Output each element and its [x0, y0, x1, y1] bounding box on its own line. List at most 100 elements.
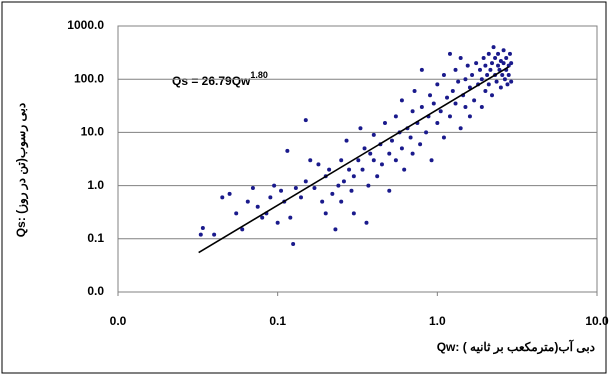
data-point — [410, 151, 415, 156]
data-point — [339, 199, 344, 204]
data-point — [485, 72, 490, 77]
data-point — [453, 67, 458, 72]
data-point — [358, 126, 363, 131]
data-point — [371, 158, 376, 163]
data-point — [496, 63, 501, 68]
data-point — [486, 51, 491, 56]
data-point — [198, 232, 203, 237]
data-point — [341, 179, 346, 184]
data-point — [347, 167, 352, 172]
data-point — [344, 138, 349, 143]
data-point — [435, 121, 440, 126]
data-point — [502, 77, 507, 82]
data-point — [445, 95, 450, 100]
data-point — [479, 105, 484, 110]
data-point — [382, 121, 387, 126]
data-point — [450, 89, 455, 94]
data-point — [419, 105, 424, 110]
data-point — [453, 101, 458, 106]
data-point — [212, 232, 217, 237]
data-point — [496, 51, 501, 56]
data-point — [312, 186, 317, 191]
data-point — [501, 48, 506, 53]
data-point — [356, 158, 361, 163]
data-point — [245, 199, 250, 204]
data-point — [371, 132, 376, 137]
data-point — [389, 138, 394, 143]
data-point — [412, 89, 417, 94]
data-point — [483, 89, 488, 94]
data-point — [419, 67, 424, 72]
data-point — [441, 135, 446, 140]
data-point — [303, 179, 308, 184]
data-point — [285, 148, 290, 153]
data-point — [393, 158, 398, 163]
data-point — [275, 220, 280, 225]
data-point — [429, 158, 434, 163]
data-point — [483, 63, 488, 68]
data-point — [509, 79, 514, 84]
data-point — [362, 146, 367, 151]
data-point — [447, 114, 452, 119]
data-point — [298, 195, 303, 200]
y-tick-label: 0.1 — [87, 231, 104, 245]
data-point — [339, 158, 344, 163]
data-point — [493, 56, 498, 61]
data-point — [435, 82, 440, 87]
data-point — [470, 72, 475, 77]
data-point — [316, 162, 321, 167]
data-point — [272, 183, 277, 188]
data-point — [368, 151, 373, 156]
data-point — [479, 77, 484, 82]
data-point — [323, 211, 328, 216]
data-point — [227, 191, 232, 196]
x-tick-label: 10.0 — [585, 314, 609, 328]
data-point — [490, 93, 495, 98]
data-point — [393, 114, 398, 119]
x-tick-label: 1.0 — [429, 314, 446, 328]
data-point — [474, 61, 479, 66]
x-tick-label: 0.0 — [110, 314, 127, 328]
data-point — [336, 183, 341, 188]
data-point — [291, 241, 296, 246]
data-point — [438, 109, 443, 114]
data-point — [494, 79, 499, 84]
annotation: Qs = 26.79Qw1.80 — [172, 70, 268, 88]
y-tick-label: 0.0 — [87, 284, 104, 298]
data-point — [379, 162, 384, 167]
data-point — [498, 85, 503, 90]
data-point — [330, 191, 335, 196]
data-point — [333, 227, 338, 232]
data-point — [504, 56, 509, 61]
data-point — [490, 61, 495, 66]
data-point — [250, 186, 255, 191]
y-tick-label: 10.0 — [81, 125, 105, 139]
data-point — [410, 109, 415, 114]
data-point — [320, 199, 325, 204]
data-point — [481, 56, 486, 61]
data-point — [441, 72, 446, 77]
data-point — [240, 227, 245, 232]
data-point — [399, 98, 404, 103]
data-point — [501, 61, 506, 66]
y-axis-label: Qs: دبی رسوب(تن در روز) — [14, 103, 29, 237]
data-point — [424, 130, 429, 135]
y-tick-label: 100.0 — [74, 71, 104, 85]
data-point — [402, 167, 407, 172]
data-point — [488, 67, 493, 72]
data-point — [375, 174, 380, 179]
data-point — [491, 45, 496, 50]
data-point — [506, 72, 511, 77]
x-axis-label: Qw: دبی آب(مترمکعب بر ثانیه ) — [437, 338, 595, 355]
data-point — [456, 79, 461, 84]
data-point — [486, 82, 491, 87]
data-point — [498, 58, 503, 63]
data-point — [364, 220, 369, 225]
data-point — [327, 167, 332, 172]
data-point — [505, 82, 510, 87]
data-point — [509, 61, 514, 66]
data-point — [463, 105, 468, 110]
data-point — [360, 167, 365, 172]
data-point — [200, 225, 205, 230]
